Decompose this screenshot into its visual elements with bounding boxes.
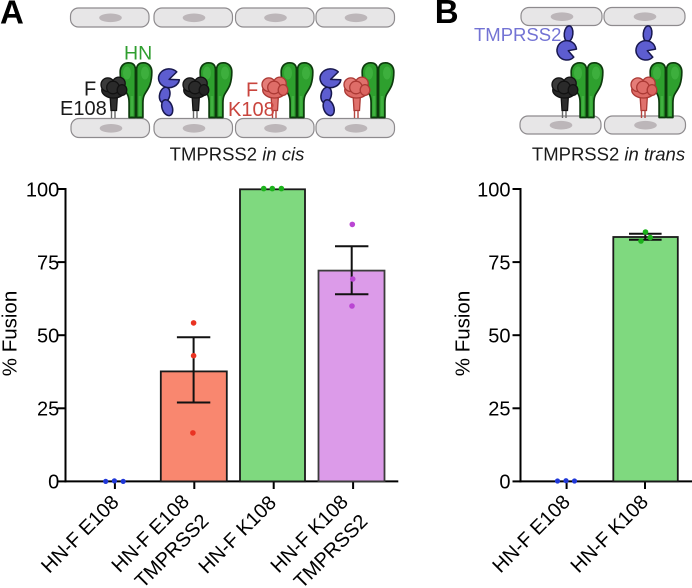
svg-text:100: 100 <box>477 179 510 201</box>
svg-text:100: 100 <box>26 179 59 201</box>
svg-text:75: 75 <box>488 252 510 274</box>
svg-text:K108: K108 <box>228 99 275 121</box>
svg-text:F: F <box>246 80 258 102</box>
svg-text:TMPRSS2 in trans: TMPRSS2 in trans <box>532 144 685 165</box>
svg-text:A: A <box>0 0 24 31</box>
svg-text:25: 25 <box>488 399 510 421</box>
svg-text:75: 75 <box>37 252 59 274</box>
svg-text:% Fusion: % Fusion <box>452 291 475 376</box>
svg-text:TMPRSS2 in cis: TMPRSS2 in cis <box>170 144 305 165</box>
svg-text:% Fusion: % Fusion <box>0 291 22 376</box>
svg-text:0: 0 <box>499 472 510 494</box>
svg-text:0: 0 <box>48 472 59 494</box>
svg-text:F: F <box>84 79 96 101</box>
svg-text:B: B <box>435 0 459 30</box>
svg-text:E108: E108 <box>60 98 107 120</box>
svg-text:HN: HN <box>124 43 152 65</box>
svg-text:50: 50 <box>488 326 510 348</box>
svg-text:50: 50 <box>37 326 59 348</box>
svg-text:TMPRSS2: TMPRSS2 <box>474 24 561 45</box>
svg-text:25: 25 <box>37 399 59 421</box>
